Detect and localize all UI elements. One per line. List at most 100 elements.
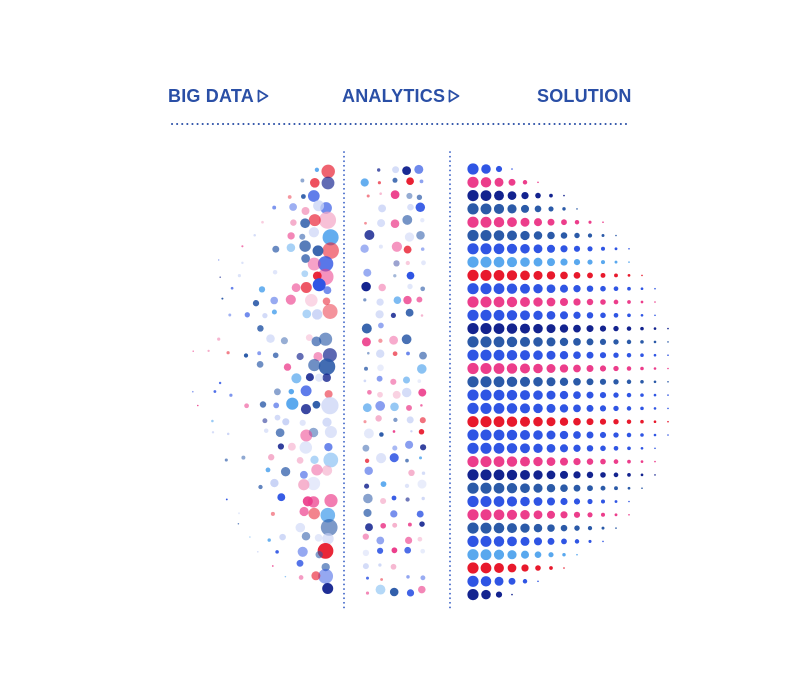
dot bbox=[392, 522, 398, 528]
dot bbox=[573, 498, 581, 505]
dot bbox=[506, 243, 518, 254]
stage-label-solution: SOLUTION bbox=[537, 84, 632, 108]
dot bbox=[559, 337, 569, 347]
dot bbox=[533, 483, 543, 493]
dot bbox=[559, 444, 569, 453]
dot bbox=[393, 260, 400, 267]
dot bbox=[519, 350, 531, 361]
dot bbox=[299, 233, 306, 240]
dot bbox=[225, 498, 228, 501]
dot bbox=[563, 194, 565, 197]
dot bbox=[626, 432, 632, 438]
dot bbox=[367, 351, 370, 355]
dot bbox=[614, 486, 618, 491]
dot bbox=[573, 377, 581, 386]
dot bbox=[324, 442, 333, 452]
dot bbox=[520, 257, 530, 267]
dot bbox=[493, 389, 505, 401]
dot bbox=[390, 219, 400, 229]
dot bbox=[402, 214, 413, 225]
dot bbox=[626, 379, 632, 385]
dot bbox=[480, 283, 492, 295]
dot bbox=[380, 497, 387, 505]
dot bbox=[493, 230, 505, 241]
dot bbox=[287, 232, 295, 240]
dot bbox=[600, 272, 606, 278]
dot bbox=[533, 403, 543, 414]
dot bbox=[511, 593, 513, 596]
dot bbox=[298, 575, 304, 580]
dot bbox=[559, 311, 569, 320]
dot bbox=[547, 537, 555, 545]
dot bbox=[653, 367, 657, 370]
dot bbox=[287, 442, 296, 451]
dot bbox=[586, 285, 594, 292]
dot bbox=[587, 525, 593, 531]
dot bbox=[562, 552, 566, 557]
dot bbox=[535, 192, 541, 199]
dot bbox=[537, 580, 539, 583]
dot bbox=[320, 507, 336, 523]
dot bbox=[467, 389, 479, 401]
dot bbox=[363, 493, 373, 504]
dot bbox=[480, 362, 492, 375]
dot bbox=[364, 230, 375, 240]
dot bbox=[495, 165, 503, 173]
dot bbox=[480, 256, 492, 268]
dot bbox=[420, 444, 427, 451]
dot bbox=[363, 508, 372, 517]
dot bbox=[229, 393, 233, 397]
dot bbox=[364, 483, 370, 489]
dot bbox=[602, 540, 604, 543]
dot bbox=[546, 510, 556, 519]
dot bbox=[613, 419, 619, 425]
dot bbox=[506, 270, 518, 281]
dot bbox=[560, 232, 568, 239]
dot bbox=[506, 296, 518, 308]
dot bbox=[506, 389, 518, 401]
dot bbox=[546, 271, 556, 280]
dot bbox=[494, 177, 504, 187]
dot bbox=[418, 388, 427, 397]
dot bbox=[614, 273, 618, 278]
dot bbox=[493, 549, 505, 560]
dot bbox=[279, 533, 286, 541]
dot bbox=[467, 442, 479, 454]
dot bbox=[405, 497, 410, 502]
dot bbox=[480, 190, 492, 201]
dot bbox=[322, 297, 331, 306]
dot bbox=[272, 245, 280, 253]
dot bbox=[653, 433, 657, 437]
dot bbox=[627, 486, 631, 490]
dot bbox=[480, 416, 492, 428]
dot bbox=[533, 430, 543, 440]
dot bbox=[533, 337, 543, 347]
dot bbox=[377, 364, 384, 372]
dot bbox=[379, 432, 384, 437]
dot bbox=[467, 535, 479, 548]
dot bbox=[493, 309, 505, 321]
dot bbox=[600, 485, 606, 491]
dot bbox=[574, 219, 580, 225]
dot bbox=[401, 387, 412, 398]
dot bbox=[667, 434, 669, 436]
dot bbox=[573, 272, 581, 279]
dot bbox=[573, 338, 581, 346]
dot bbox=[653, 327, 657, 330]
dot bbox=[506, 429, 518, 441]
dot bbox=[640, 326, 644, 331]
dot bbox=[420, 247, 425, 251]
dot bbox=[241, 261, 244, 265]
dot bbox=[403, 245, 412, 254]
dot bbox=[587, 512, 593, 518]
dot bbox=[560, 258, 568, 266]
dot bbox=[506, 469, 518, 481]
dot bbox=[493, 456, 505, 467]
dot bbox=[415, 202, 426, 213]
dot bbox=[417, 479, 427, 489]
dot bbox=[546, 350, 556, 360]
dot bbox=[480, 482, 492, 494]
dot bbox=[262, 312, 268, 319]
dot bbox=[419, 417, 426, 424]
dot bbox=[522, 180, 528, 185]
